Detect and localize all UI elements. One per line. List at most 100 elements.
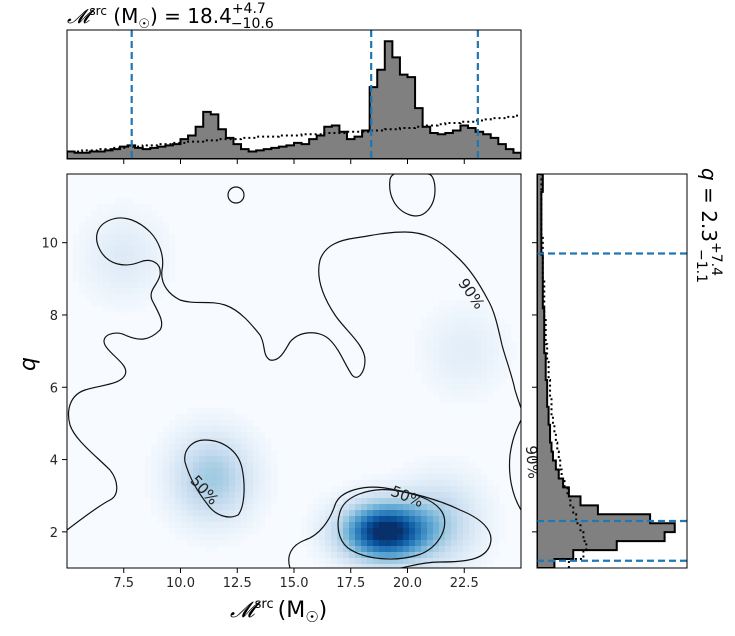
heatmap-cell	[487, 552, 494, 559]
heatmap-cell	[211, 492, 218, 499]
heatmap-cell	[457, 312, 464, 319]
heatmap-cell	[403, 474, 410, 481]
heatmap-cell	[427, 360, 434, 367]
heatmap-cell	[265, 456, 272, 463]
heatmap-cell	[97, 252, 104, 259]
heatmap-cell	[73, 246, 80, 253]
heatmap-cell	[211, 504, 218, 511]
heatmap-cell	[175, 450, 182, 457]
heatmap-cell	[241, 498, 248, 505]
heatmap-cell	[469, 366, 476, 373]
heatmap-cell	[211, 414, 218, 421]
heatmap-cell	[307, 540, 314, 547]
heatmap-cell	[385, 528, 392, 535]
heatmap-cell	[451, 474, 458, 481]
heatmap-cell	[85, 264, 92, 271]
heatmap-cell	[505, 336, 512, 343]
heatmap-cell	[457, 378, 464, 385]
heatmap-cell	[115, 288, 122, 295]
heatmap-cell	[439, 342, 446, 349]
heatmap-cell	[463, 312, 470, 319]
heatmap-cell	[103, 276, 110, 283]
heatmap-cell	[175, 456, 182, 463]
heatmap-cell	[451, 306, 458, 313]
heatmap-cell	[109, 264, 116, 271]
top-posterior-hist	[67, 40, 521, 159]
heatmap-cell	[493, 354, 500, 361]
heatmap-cell	[469, 558, 476, 565]
heatmap-cell	[337, 486, 344, 493]
heatmap-cell	[379, 546, 386, 553]
heatmap-cell	[361, 534, 368, 541]
heatmap-cell	[433, 312, 440, 319]
heatmap-cell	[235, 498, 242, 505]
heatmap-cell	[457, 486, 464, 493]
heatmap-cell	[145, 294, 152, 301]
heatmap-cell	[115, 228, 122, 235]
heatmap-cell	[133, 276, 140, 283]
x-axis-label: 𝓜src (M☉)	[230, 597, 327, 626]
heatmap-cell	[409, 474, 416, 481]
heatmap-cell	[313, 558, 320, 565]
heatmap-cell	[115, 234, 122, 241]
heatmap-cell	[301, 528, 308, 535]
heatmap-cell	[193, 534, 200, 541]
heatmap-cell	[445, 318, 452, 325]
heatmap-cell	[259, 432, 266, 439]
heatmap-cell	[223, 468, 230, 475]
heatmap-cell	[457, 366, 464, 373]
heatmap-cell	[445, 312, 452, 319]
heatmap-cell	[439, 396, 446, 403]
heatmap-cell	[223, 414, 230, 421]
heatmap-cell	[445, 336, 452, 343]
heatmap-cell	[445, 330, 452, 337]
heatmap-cell	[379, 522, 386, 529]
heatmap-cell	[409, 468, 416, 475]
heatmap-cell	[259, 486, 266, 493]
heatmap-cell	[457, 462, 464, 469]
heatmap-cell	[229, 480, 236, 487]
heatmap-cell	[97, 240, 104, 247]
x-tick-label: 20.0	[393, 576, 422, 591]
heatmap-cell	[319, 504, 326, 511]
heatmap-cell	[481, 336, 488, 343]
heatmap-cell	[439, 540, 446, 547]
heatmap-cell	[199, 510, 206, 517]
heatmap-cell	[379, 558, 386, 565]
heatmap-cell	[451, 522, 458, 529]
heatmap-cell	[403, 504, 410, 511]
heatmap-cell	[481, 510, 488, 517]
heatmap-cell	[397, 540, 404, 547]
heatmap-cell	[463, 534, 470, 541]
y-tick-label: 8	[50, 309, 58, 324]
heatmap-cell	[463, 462, 470, 469]
heatmap-cell	[187, 414, 194, 421]
heatmap-cell	[229, 492, 236, 499]
heatmap-cell	[127, 294, 134, 301]
heatmap-cell	[115, 276, 122, 283]
heatmap-cell	[187, 438, 194, 445]
heatmap-cell	[85, 240, 92, 247]
heatmap-cell	[205, 522, 212, 529]
heatmap-cell	[403, 558, 410, 565]
heatmap-cell	[229, 510, 236, 517]
heatmap-cell	[463, 378, 470, 385]
heatmap-cell	[361, 480, 368, 487]
heatmap-cell	[391, 564, 398, 568]
heatmap-cell	[241, 528, 248, 535]
heatmap-cell	[403, 522, 410, 529]
heatmap-cell	[457, 318, 464, 325]
heatmap-cell	[151, 492, 158, 499]
heatmap-cell	[445, 492, 452, 499]
heatmap-cell	[91, 210, 98, 217]
heatmap-cell	[193, 426, 200, 433]
heatmap-cell	[97, 270, 104, 277]
heatmap-cell	[409, 492, 416, 499]
heatmap-cell	[487, 324, 494, 331]
heatmap-cell	[373, 516, 380, 523]
heatmap-cell	[253, 522, 260, 529]
heatmap-cell	[445, 498, 452, 505]
heatmap-cell	[439, 528, 446, 535]
heatmap-cell	[469, 534, 476, 541]
right-marginal-panel: q = 2.3+7.4−1.1	[532, 168, 724, 569]
